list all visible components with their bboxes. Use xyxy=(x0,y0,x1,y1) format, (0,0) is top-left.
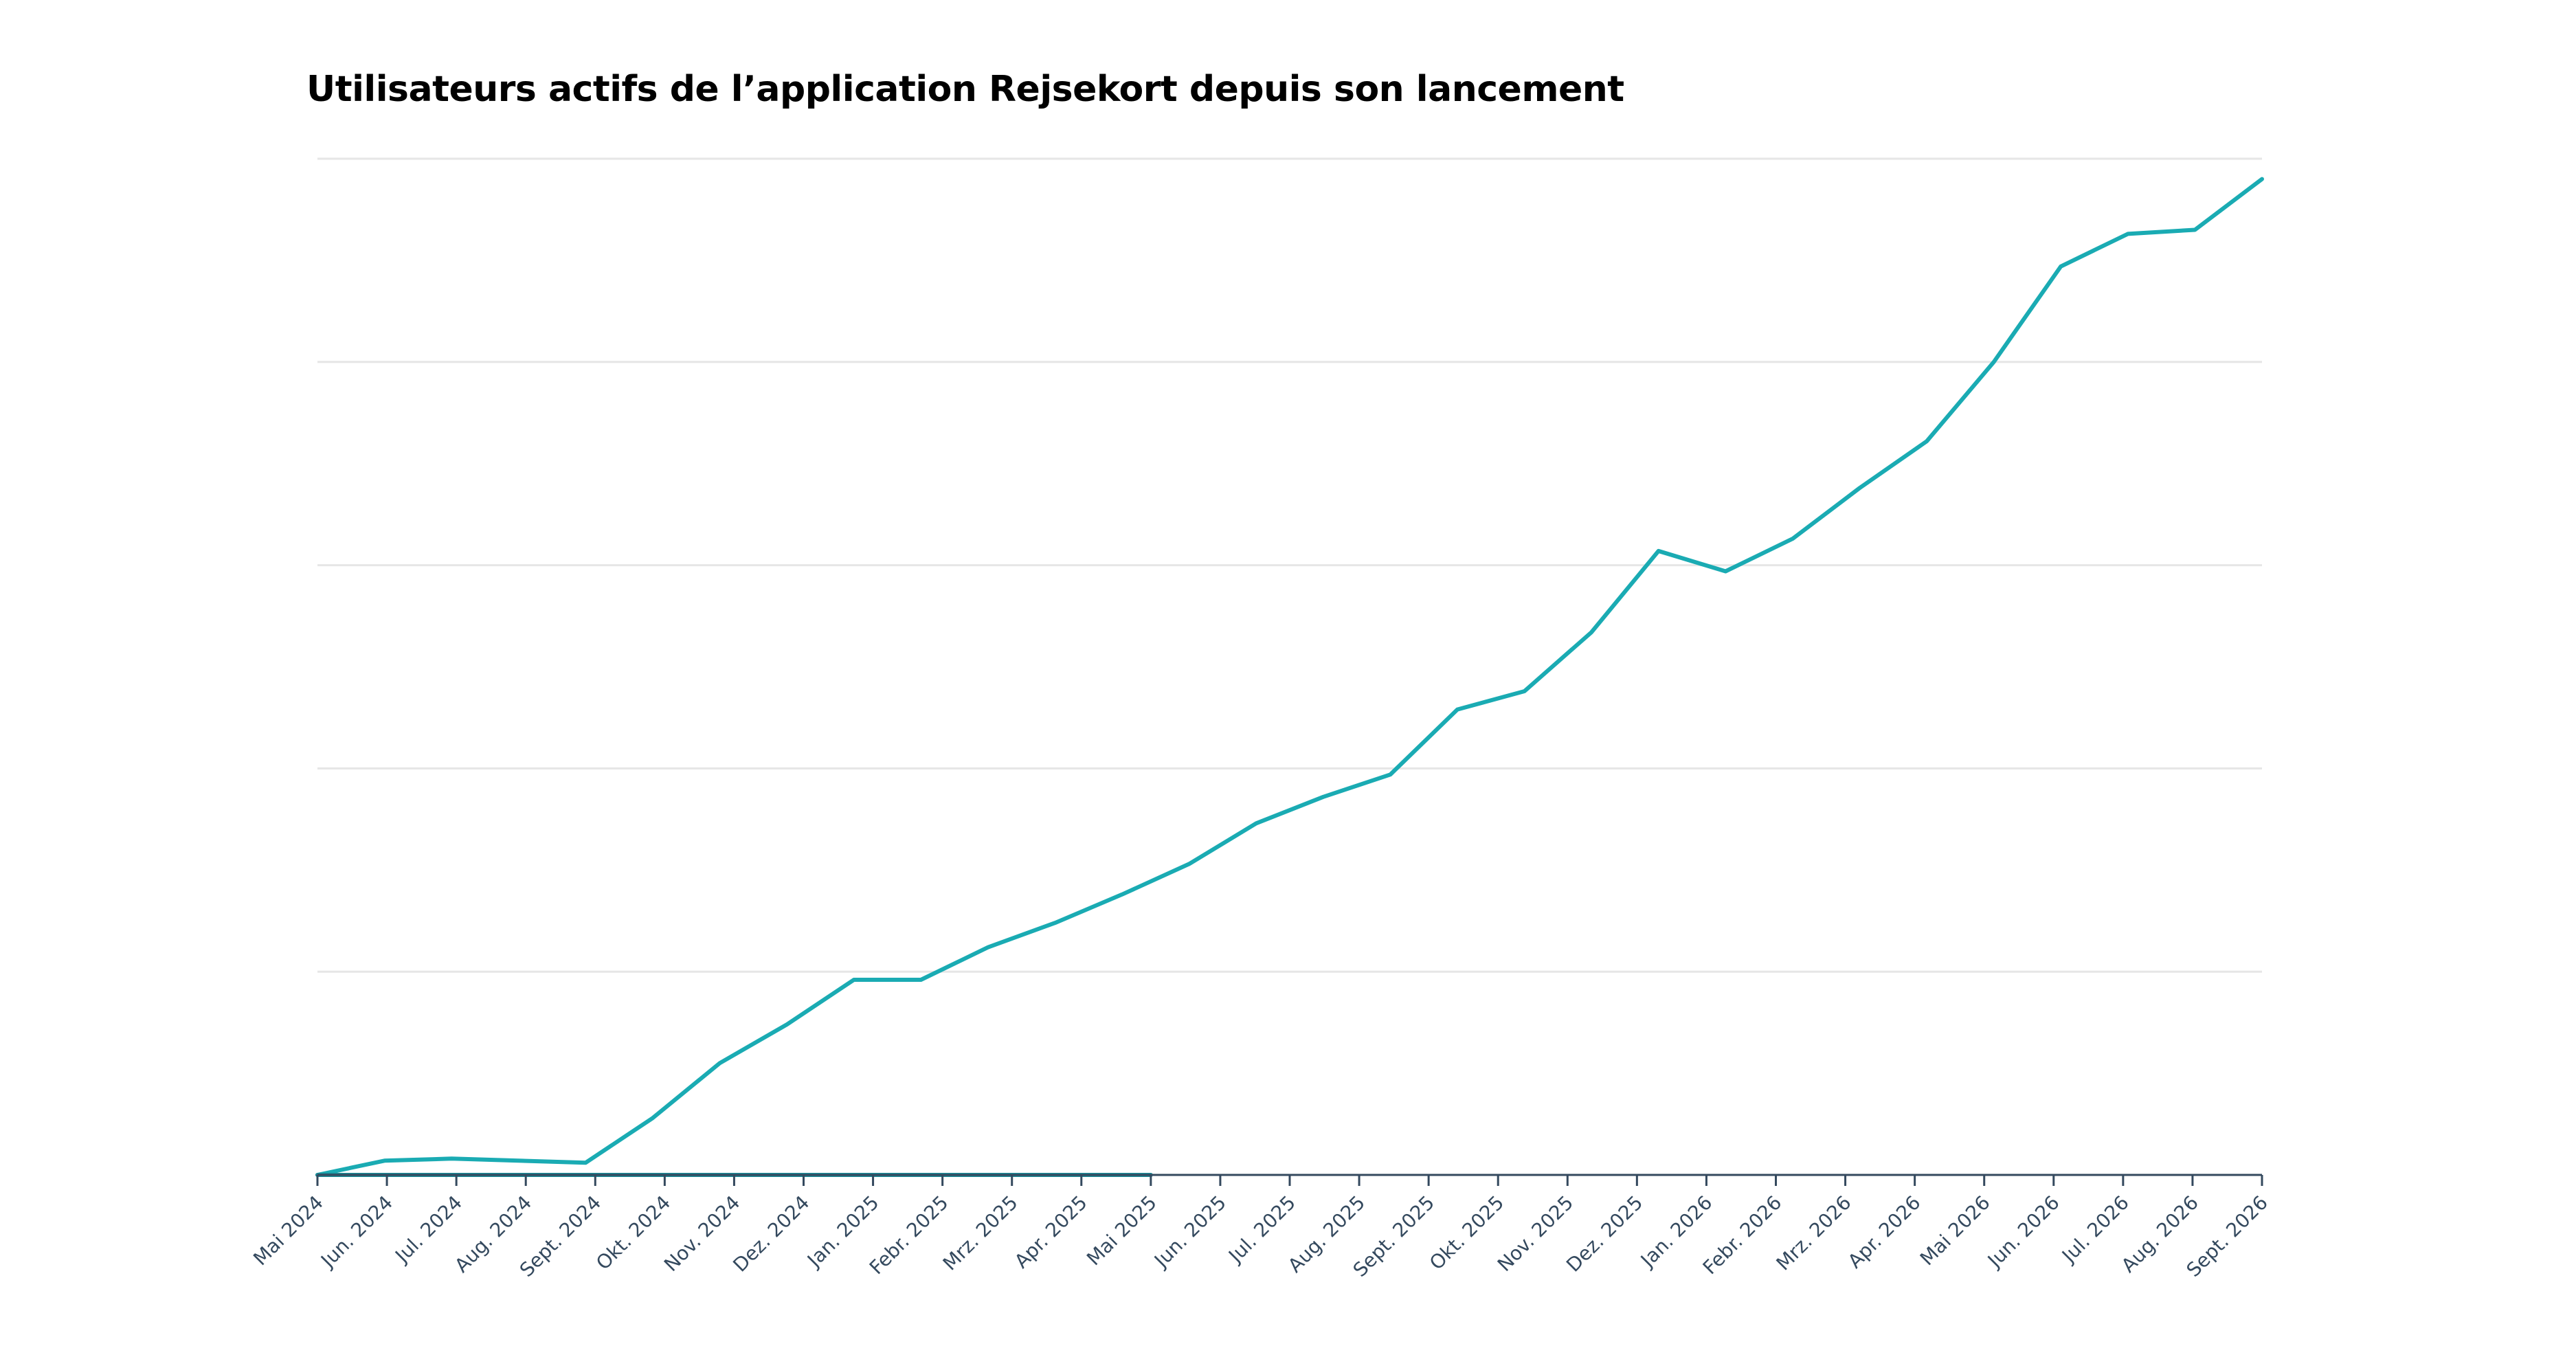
x-tick-label: Apr. 2025 xyxy=(1010,1191,1092,1273)
x-tick-label: Jun. 2024 xyxy=(315,1191,397,1273)
x-tick-label: Jun. 2025 xyxy=(1149,1191,1231,1273)
x-tick-label: Mai 2025 xyxy=(1082,1191,1161,1270)
x-tick-label: Dez. 2024 xyxy=(728,1191,814,1277)
x-tick-label: Mrz. 2026 xyxy=(1772,1191,1856,1275)
x-tick-label: Jun. 2026 xyxy=(1982,1191,2064,1273)
data-point xyxy=(1121,894,1123,895)
gridlines xyxy=(317,157,2262,973)
data-point xyxy=(1591,631,1592,633)
x-tick-label: Dez. 2025 xyxy=(1562,1191,1647,1277)
data-point xyxy=(1389,774,1391,775)
x-axis xyxy=(316,1174,2263,1186)
data-point xyxy=(652,1117,653,1119)
data-point xyxy=(518,1160,519,1161)
x-tick-label: Mai 2024 xyxy=(249,1191,328,1270)
x-tick-label: Mrz. 2025 xyxy=(939,1191,1022,1275)
series-line-1 xyxy=(315,177,2264,1177)
x-tick-label: Mai 2026 xyxy=(1916,1191,1995,1270)
data-point xyxy=(384,1160,385,1161)
data-point xyxy=(719,1062,721,1064)
data-point xyxy=(1255,822,1257,824)
data-point xyxy=(1725,570,1726,572)
data-point xyxy=(1658,550,1659,552)
data-point xyxy=(1993,361,1995,363)
chart-title: Utilisateurs actifs de l’application Rej… xyxy=(306,69,1624,110)
x-tick-label: Apr. 2026 xyxy=(1844,1191,1925,1273)
data-point xyxy=(451,1158,452,1159)
series-layer xyxy=(315,177,2264,1177)
data-point xyxy=(1859,487,1860,489)
